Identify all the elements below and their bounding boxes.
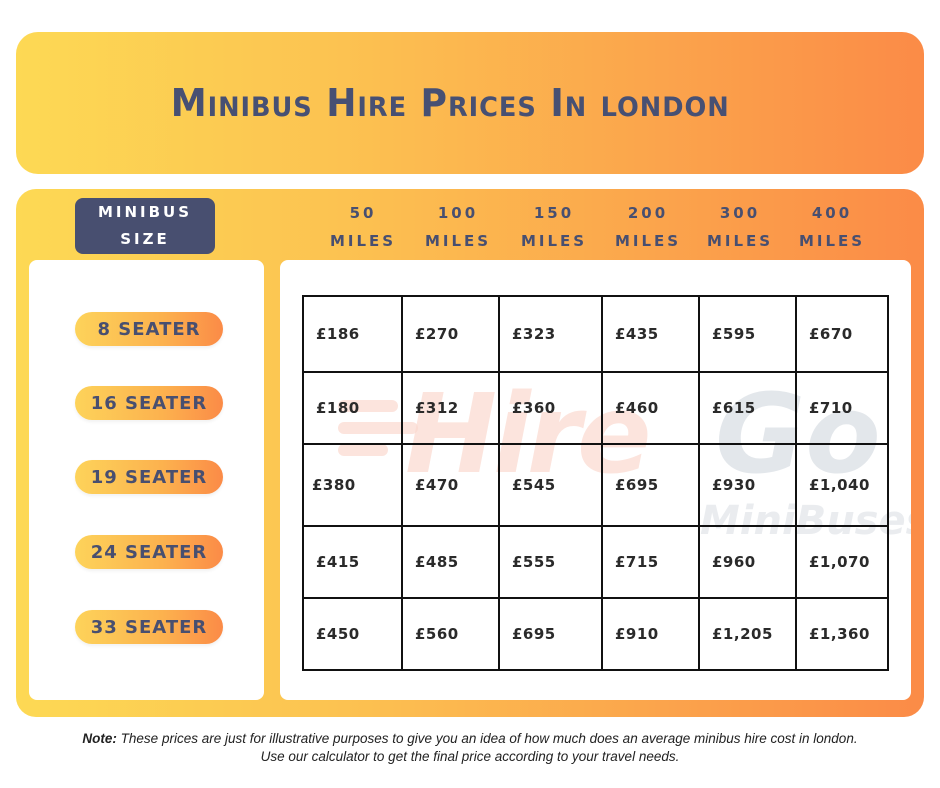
disclaimer-note: Note: These prices are just for illustra… [0, 730, 940, 766]
price-cell: £960 [698, 525, 797, 599]
note-text-2: Use our calculator to get the final pric… [260, 749, 680, 764]
table-row: £180 £312 £360 £460 £615 £710 [302, 371, 889, 445]
size-header-line2: SIZE [120, 230, 170, 248]
price-cell: £450 [302, 597, 403, 671]
price-cell: £1,205 [698, 597, 797, 671]
column-header-unit: MILES [329, 232, 397, 250]
row-label-8-seater: 8 SEATER [75, 312, 223, 346]
column-header-200-miles: 200 MILES [603, 199, 693, 255]
price-table-panel: MINIBUS SIZE 50 MILES 100 MILES 150 MILE… [16, 189, 924, 717]
column-header-unit: MILES [614, 232, 682, 250]
price-cell: £695 [498, 597, 603, 671]
price-cell: £180 [302, 371, 403, 445]
table-row: £450 £560 £695 £910 £1,205 £1,360 [302, 597, 889, 671]
column-header-unit: MILES [706, 232, 774, 250]
minibus-size-list: 8 SEATER 16 SEATER 19 SEATER 24 SEATER 3… [29, 260, 264, 700]
row-label-33-seater: 33 SEATER [75, 610, 223, 644]
price-cell: £485 [401, 525, 500, 599]
row-label-16-seater: 16 SEATER [75, 386, 223, 420]
price-cell: £545 [498, 443, 603, 527]
column-header-value: 300 [719, 204, 761, 222]
price-grid-card: Hire Go MiniBuses £186 £270 £323 £435 £5… [280, 260, 911, 700]
price-cell: £1,070 [795, 525, 889, 599]
column-header-value: 200 [627, 204, 669, 222]
column-header-value: 400 [811, 204, 853, 222]
price-cell: £615 [698, 371, 797, 445]
price-cell: £910 [601, 597, 700, 671]
column-header-300-miles: 300 MILES [695, 199, 785, 255]
price-cell: £1,040 [795, 443, 889, 527]
table-row: £380 £470 £545 £695 £930 £1,040 [302, 443, 889, 527]
price-cell: £595 [698, 295, 797, 373]
column-header-400-miles: 400 MILES [787, 199, 877, 255]
column-header-unit: MILES [520, 232, 588, 250]
minibus-size-header: MINIBUS SIZE [75, 198, 215, 254]
row-label-24-seater: 24 SEATER [75, 535, 223, 569]
price-cell: £312 [401, 371, 500, 445]
title-banner: Minibus Hire Prices In london [16, 32, 924, 174]
price-cell: £460 [601, 371, 700, 445]
price-cell: £670 [795, 295, 889, 373]
price-cell: £435 [601, 295, 700, 373]
price-cell: £930 [698, 443, 797, 527]
price-cell: £715 [601, 525, 700, 599]
column-header-value: 50 [349, 204, 377, 222]
column-header-value: 100 [437, 204, 479, 222]
price-cell: £560 [401, 597, 500, 671]
column-header-150-miles: 150 MILES [509, 199, 599, 255]
note-label: Note: [82, 731, 117, 746]
price-cell: £415 [302, 525, 403, 599]
table-row: £415 £485 £555 £715 £960 £1,070 [302, 525, 889, 599]
price-table: £186 £270 £323 £435 £595 £670 £180 £312 … [302, 295, 889, 671]
column-header-value: 150 [533, 204, 575, 222]
price-cell: £360 [498, 371, 603, 445]
note-text-1: These prices are just for illustrative p… [120, 731, 858, 746]
column-header-100-miles: 100 MILES [413, 199, 503, 255]
row-label-19-seater: 19 SEATER [75, 460, 223, 494]
column-header-unit: MILES [798, 232, 866, 250]
column-header-50-miles: 50 MILES [318, 199, 408, 255]
price-cell: £710 [795, 371, 889, 445]
note-line-1: Note: These prices are just for illustra… [0, 730, 940, 748]
price-cell: £270 [401, 295, 500, 373]
price-cell: £555 [498, 525, 603, 599]
price-cell: £1,360 [795, 597, 889, 671]
price-cell: £186 [302, 295, 403, 373]
price-cell: £323 [498, 295, 603, 373]
size-header-line1: MINIBUS [97, 203, 193, 221]
column-header-unit: MILES [424, 232, 492, 250]
table-row: £186 £270 £323 £435 £595 £670 [302, 295, 889, 373]
price-cell: £470 [401, 443, 500, 527]
price-cell: £380 [302, 443, 403, 527]
price-cell: £695 [601, 443, 700, 527]
page-title: Minibus Hire Prices In london [170, 81, 730, 125]
